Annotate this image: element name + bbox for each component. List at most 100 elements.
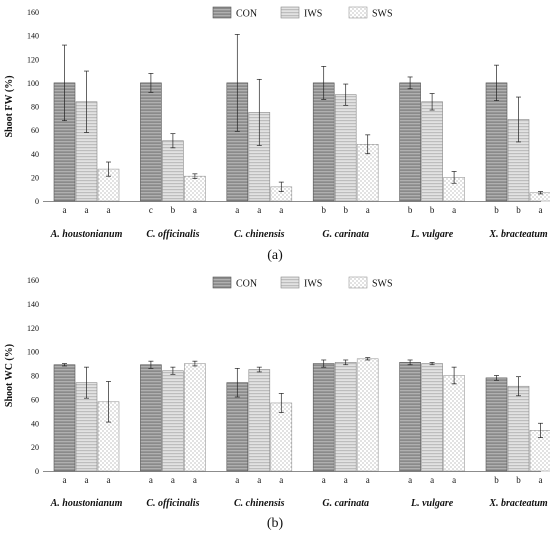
- panel-label: (b): [267, 516, 284, 531]
- bar-con: [485, 377, 508, 472]
- category-label: G. carinata: [322, 498, 369, 509]
- significance-letter: b: [516, 205, 521, 215]
- significance-letter: a: [63, 475, 67, 485]
- y-tick-label: 20: [31, 443, 39, 452]
- y-tick-label: 120: [27, 324, 39, 333]
- significance-letter: b: [494, 475, 499, 485]
- significance-letter: b: [494, 205, 499, 215]
- significance-letter: a: [430, 475, 434, 485]
- significance-letter: a: [107, 475, 111, 485]
- significance-letter: a: [107, 205, 111, 215]
- y-tick-label: 40: [31, 419, 39, 428]
- category-label: G. carinata: [322, 229, 369, 240]
- category-label: X. bracteatum: [488, 229, 548, 240]
- significance-letter: b: [171, 205, 176, 215]
- y-axis-label: Shoot WC (%): [4, 344, 15, 407]
- significance-letter: a: [257, 475, 261, 485]
- significance-letter: a: [171, 475, 175, 485]
- legend-swatch-con: [212, 6, 232, 19]
- category-label: C. officinalis: [146, 229, 199, 240]
- legend-label: SWS: [372, 279, 393, 290]
- category-label: A. houstonianum: [50, 498, 123, 509]
- bar-sws: [270, 402, 293, 472]
- significance-letter: a: [63, 205, 67, 215]
- bar-con: [399, 82, 421, 202]
- significance-letter: a: [85, 475, 89, 485]
- category-label: L. vulgare: [410, 498, 454, 509]
- significance-letter: a: [408, 475, 412, 485]
- bar-con: [53, 364, 76, 472]
- significance-letter: a: [366, 475, 370, 485]
- significance-letter: a: [279, 475, 283, 485]
- bar-iws: [507, 385, 530, 472]
- category-label: L. vulgare: [410, 229, 454, 240]
- bar-iws: [421, 363, 443, 472]
- y-tick-label: 120: [27, 55, 39, 64]
- significance-letter: a: [193, 475, 197, 485]
- y-tick-label: 60: [31, 126, 39, 135]
- legend-label: CON: [236, 9, 257, 20]
- legend-label: IWS: [304, 9, 322, 20]
- significance-letter: a: [235, 205, 239, 215]
- significance-letter: a: [193, 205, 197, 215]
- bar-sws: [356, 358, 379, 472]
- y-tick-label: 80: [31, 372, 39, 381]
- bar-iws: [162, 370, 184, 472]
- bar-sws: [184, 363, 206, 472]
- significance-letter: a: [85, 205, 89, 215]
- significance-letter: a: [366, 205, 370, 215]
- y-tick-label: 20: [31, 173, 39, 182]
- y-tick-label: 60: [31, 395, 39, 404]
- bar-sws: [184, 175, 206, 202]
- bar-sws: [529, 430, 550, 472]
- legend-swatch-sws: [348, 276, 368, 289]
- bar-iws: [421, 101, 443, 202]
- significance-letter: c: [149, 205, 153, 215]
- significance-letter: b: [343, 205, 348, 215]
- significance-letter: a: [235, 475, 239, 485]
- category-label: C. chinensis: [234, 229, 285, 240]
- legend-swatch-iws: [280, 276, 300, 289]
- significance-letter: b: [321, 205, 326, 215]
- category-label: X. bracteatum: [488, 498, 548, 509]
- bar-iws: [248, 369, 271, 472]
- significance-letter: a: [149, 475, 153, 485]
- bar-iws: [162, 140, 184, 202]
- bar-con: [312, 82, 335, 202]
- shoot-wc-chart: 0 20 40 60 80 100 120 140 160 Shoot WC (%) a a a A. h…: [4, 276, 550, 531]
- y-tick-label: 100: [27, 348, 39, 357]
- shoot-fw-chart: 0 20 40 60 80 100 120 140 160 Shoot FW (%) a a a A. h…: [4, 6, 550, 263]
- bar-con: [140, 364, 162, 472]
- significance-letter: a: [257, 205, 261, 215]
- y-axis-label: Shoot FW (%): [4, 75, 15, 137]
- category-label: C. officinalis: [146, 498, 199, 509]
- significance-letter: a: [344, 475, 348, 485]
- category-label: C. chinensis: [234, 498, 285, 509]
- y-tick-label: 160: [27, 276, 39, 285]
- significance-letter: a: [539, 475, 543, 485]
- legend-label: CON: [236, 279, 257, 290]
- y-tick-label: 100: [27, 79, 39, 88]
- legend: CON IWS SWS: [212, 6, 393, 20]
- y-tick-label: 160: [27, 8, 39, 17]
- bar-iws: [334, 94, 357, 202]
- category-label: A. houstonianum: [50, 229, 123, 240]
- bar-sws: [443, 375, 465, 472]
- y-tick-label: 80: [31, 103, 39, 112]
- bar-iws: [334, 362, 357, 472]
- y-tick-label: 140: [27, 32, 39, 41]
- bar-con: [399, 362, 421, 472]
- significance-letter: a: [452, 205, 456, 215]
- y-tick-label: 0: [35, 197, 39, 206]
- significance-letter: a: [279, 205, 283, 215]
- y-tick-label: 40: [31, 150, 39, 159]
- significance-letter: a: [539, 205, 543, 215]
- significance-letter: b: [430, 205, 435, 215]
- bar-con: [312, 363, 335, 472]
- significance-letter: b: [516, 475, 521, 485]
- legend-swatch-sws: [348, 6, 368, 19]
- significance-letter: a: [452, 475, 456, 485]
- y-tick-label: 0: [35, 467, 39, 476]
- legend-swatch-con: [212, 276, 232, 289]
